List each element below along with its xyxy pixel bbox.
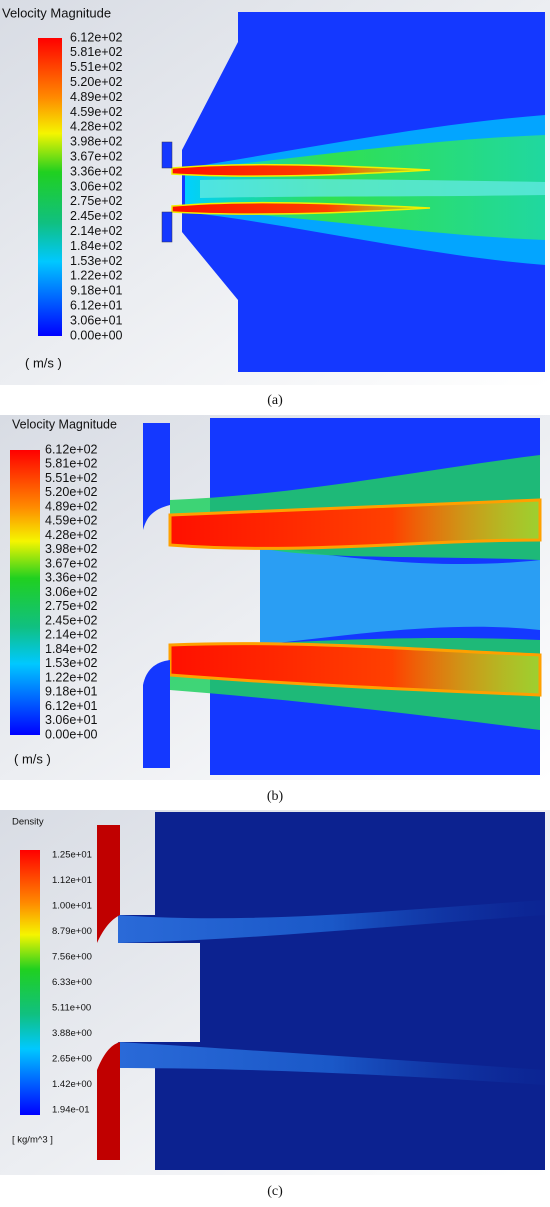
colorbar-label: 2.14e+02 bbox=[45, 628, 98, 642]
inlet bbox=[97, 1042, 120, 1160]
colorbar-label: 5.11e+00 bbox=[52, 1003, 91, 1014]
colorbar-label: 5.81e+02 bbox=[45, 457, 98, 471]
colorbar-label: 2.14e+02 bbox=[70, 224, 123, 238]
nozzle bbox=[161, 211, 173, 243]
colorbar-label: 4.59e+02 bbox=[45, 514, 98, 528]
colorbar-label: 4.59e+02 bbox=[70, 105, 123, 119]
colorbar-label: 9.18e+01 bbox=[70, 284, 123, 298]
colorbar-label: 3.98e+02 bbox=[45, 542, 98, 556]
colorbar-label: 6.12e+01 bbox=[70, 298, 123, 312]
colorbar-label: 1.42e+00 bbox=[52, 1079, 92, 1090]
colorbar-label: 5.51e+02 bbox=[45, 471, 98, 485]
colorbar-label: 2.75e+02 bbox=[45, 599, 98, 613]
colorbar-label: 3.06e+01 bbox=[45, 713, 98, 727]
colorbar-title: Velocity Magnitude bbox=[12, 417, 117, 431]
unit-label: ( m/s ) bbox=[25, 355, 62, 370]
jet bbox=[171, 163, 431, 177]
colorbar-label: 1.53e+02 bbox=[70, 254, 123, 268]
colorbar-label: 2.65e+00 bbox=[52, 1054, 92, 1065]
colorbar-label: 1.94e-01 bbox=[52, 1105, 90, 1116]
colorbar-label: 6.12e+02 bbox=[45, 442, 98, 456]
colorbar-label: 5.51e+02 bbox=[70, 60, 123, 74]
colorbar-label: 2.45e+02 bbox=[70, 209, 123, 223]
jet bbox=[168, 498, 542, 550]
panel-c bbox=[0, 810, 550, 1175]
unit-label: ( m/s ) bbox=[14, 751, 51, 766]
jet bbox=[118, 1042, 545, 1085]
colorbar-label: 0.00e+00 bbox=[70, 328, 123, 342]
domain bbox=[118, 812, 545, 1170]
panel-b bbox=[0, 415, 550, 780]
jet bbox=[118, 900, 545, 943]
colorbar-label: 3.36e+02 bbox=[45, 571, 98, 585]
caption: (a) bbox=[267, 393, 283, 408]
inlet bbox=[143, 423, 170, 530]
core bbox=[260, 545, 540, 645]
colorbar-label: 5.81e+02 bbox=[70, 45, 123, 59]
colorbar-label: 5.20e+02 bbox=[70, 75, 123, 89]
colorbar-label: 1.84e+02 bbox=[45, 642, 98, 656]
colorbar-label: 3.98e+02 bbox=[70, 135, 123, 149]
nozzle bbox=[161, 141, 173, 169]
jet bbox=[168, 642, 542, 697]
unit-label: [ kg/m^3 ] bbox=[12, 1135, 53, 1146]
colorbar-label: 4.89e+02 bbox=[45, 499, 98, 513]
colorbar-title: Density bbox=[12, 817, 44, 828]
colorbar-label: 3.06e+02 bbox=[45, 585, 98, 599]
colorbar-label: 3.06e+02 bbox=[70, 179, 123, 193]
colorbar-label: 6.33e+00 bbox=[52, 977, 92, 988]
colorbar-label: 7.56e+00 bbox=[52, 952, 92, 963]
inlet bbox=[143, 660, 170, 768]
colorbar-label: 1.25e+01 bbox=[52, 850, 92, 861]
colorbar-label: 2.45e+02 bbox=[45, 613, 98, 627]
colorbar bbox=[10, 450, 40, 735]
colorbar-label: 1.53e+02 bbox=[45, 656, 98, 670]
colorbar-label: 1.84e+02 bbox=[70, 239, 123, 253]
colorbar-label: 9.18e+01 bbox=[45, 685, 98, 699]
colorbar-label: 8.79e+00 bbox=[52, 926, 92, 937]
colorbar-label: 3.67e+02 bbox=[45, 556, 98, 570]
colorbar-label: 1.00e+01 bbox=[52, 901, 92, 912]
colorbar-label: 4.89e+02 bbox=[70, 90, 123, 104]
colorbar-label: 0.00e+00 bbox=[45, 727, 98, 741]
colorbar-label: 3.06e+01 bbox=[70, 313, 123, 327]
colorbar-label: 1.22e+02 bbox=[70, 269, 123, 283]
colorbar-label: 6.12e+01 bbox=[45, 699, 98, 713]
colorbar-label: 4.28e+02 bbox=[45, 528, 98, 542]
colorbar-label: 6.12e+02 bbox=[70, 30, 123, 44]
colorbar-label: 5.20e+02 bbox=[45, 485, 98, 499]
panel-a bbox=[0, 0, 550, 385]
caption: (b) bbox=[267, 789, 284, 804]
inlet bbox=[97, 825, 120, 943]
colorbar-label: 2.75e+02 bbox=[70, 194, 123, 208]
colorbar-label: 3.36e+02 bbox=[70, 164, 123, 178]
colorbar-label: 1.22e+02 bbox=[45, 670, 98, 684]
colorbar-label: 4.28e+02 bbox=[70, 120, 123, 134]
centerline bbox=[200, 179, 545, 198]
colorbar-title: Velocity Magnitude bbox=[2, 5, 111, 20]
colorbar-label: 1.12e+01 bbox=[52, 875, 92, 886]
jet bbox=[171, 201, 431, 215]
colorbar bbox=[38, 38, 62, 336]
caption: (c) bbox=[267, 1184, 283, 1199]
colorbar-label: 3.88e+00 bbox=[52, 1028, 92, 1039]
colorbar bbox=[20, 850, 40, 1115]
colorbar-label: 3.67e+02 bbox=[70, 149, 123, 163]
